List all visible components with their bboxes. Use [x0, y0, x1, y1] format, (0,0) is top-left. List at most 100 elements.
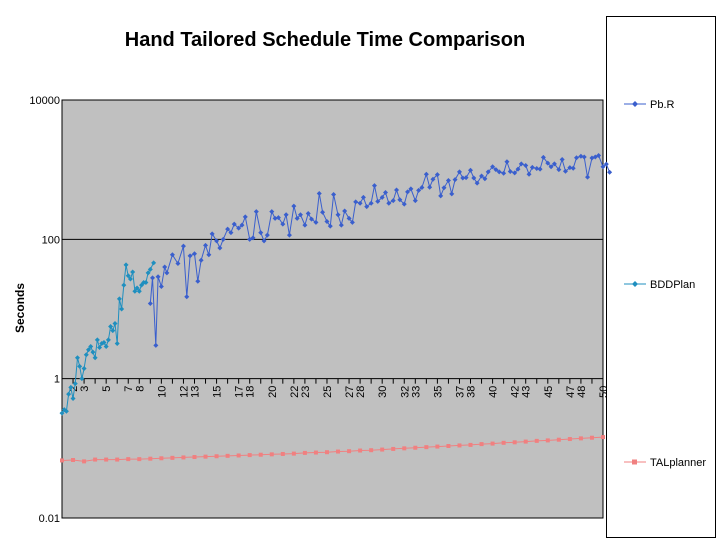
- data-point: [570, 165, 576, 171]
- data-point: [162, 264, 168, 270]
- data-point: [313, 219, 319, 225]
- data-point: [143, 280, 149, 286]
- x-tick-label: 20: [267, 386, 279, 398]
- x-tick-label: 30: [377, 386, 389, 398]
- data-point: [258, 230, 264, 236]
- data-point: [261, 238, 267, 244]
- data-point: [184, 294, 190, 300]
- data-point: [435, 444, 440, 449]
- data-point: [412, 198, 418, 204]
- data-point: [375, 198, 381, 204]
- data-point: [556, 437, 561, 442]
- data-point: [313, 450, 318, 455]
- data-point: [449, 191, 455, 197]
- data-point: [548, 164, 554, 170]
- x-tick-label: 27: [344, 386, 356, 398]
- x-tick-label: 18: [245, 386, 257, 398]
- data-point: [302, 222, 308, 228]
- data-point: [195, 278, 201, 284]
- data-point: [490, 441, 495, 446]
- data-point: [324, 450, 329, 455]
- data-point: [397, 197, 403, 203]
- data-point: [59, 410, 65, 416]
- data-point: [391, 446, 396, 451]
- data-point: [79, 376, 85, 382]
- x-tick-label: 7: [123, 386, 135, 392]
- x-tick-label: 45: [543, 386, 555, 398]
- data-point: [81, 365, 87, 371]
- data-point: [153, 342, 159, 348]
- legend-label: BDDPlan: [650, 279, 695, 291]
- data-point: [297, 212, 303, 218]
- data-point: [93, 457, 98, 462]
- x-tick-label: 48: [576, 386, 588, 398]
- data-point: [280, 451, 285, 456]
- data-point: [567, 437, 572, 442]
- data-point: [452, 177, 458, 183]
- data-point: [203, 242, 209, 248]
- data-point: [209, 231, 215, 237]
- data-point: [596, 152, 602, 158]
- data-point: [507, 169, 513, 175]
- data-point: [413, 445, 418, 450]
- data-point: [556, 167, 562, 173]
- data-point: [493, 167, 499, 173]
- data-point: [121, 282, 127, 288]
- data-point: [74, 355, 80, 361]
- data-point: [258, 452, 263, 457]
- data-point: [518, 161, 524, 167]
- data-point: [601, 435, 605, 440]
- data-point: [346, 215, 352, 221]
- y-tick-label: 100: [42, 234, 60, 246]
- data-point: [380, 447, 385, 452]
- chart-title: Hand Tailored Schedule Time Comparison: [125, 29, 525, 51]
- data-point: [97, 345, 103, 351]
- data-point: [600, 164, 606, 170]
- data-point: [155, 274, 161, 280]
- data-point: [327, 223, 333, 229]
- data-point: [181, 455, 186, 460]
- data-point: [94, 337, 100, 343]
- data-point: [236, 225, 242, 231]
- data-point: [463, 175, 469, 181]
- data-point: [335, 212, 341, 218]
- data-point: [445, 177, 451, 183]
- data-point: [316, 190, 322, 196]
- data-point: [603, 161, 609, 167]
- data-point: [158, 284, 164, 290]
- data-point: [526, 171, 532, 177]
- data-point: [349, 219, 355, 225]
- data-point: [607, 169, 613, 175]
- data-point: [247, 453, 252, 458]
- data-point: [272, 215, 278, 221]
- data-point: [353, 199, 359, 205]
- data-point: [283, 212, 289, 218]
- data-point: [286, 232, 292, 238]
- data-point: [578, 153, 584, 159]
- data-point: [482, 176, 488, 182]
- data-point: [217, 245, 223, 251]
- data-point: [559, 156, 565, 162]
- plot-area: [61, 99, 604, 519]
- data-point: [242, 214, 248, 220]
- data-point: [456, 169, 462, 175]
- data-point: [501, 170, 507, 176]
- data-point: [331, 192, 337, 198]
- data-point: [589, 435, 594, 440]
- data-point: [175, 260, 181, 266]
- data-point: [540, 154, 546, 160]
- data-point: [364, 204, 370, 210]
- data-point: [60, 458, 64, 463]
- data-point: [147, 300, 153, 306]
- data-point: [71, 458, 76, 463]
- data-point: [438, 193, 444, 199]
- data-point: [101, 340, 107, 346]
- data-point: [468, 167, 474, 173]
- data-point: [136, 288, 142, 294]
- data-point: [562, 168, 568, 174]
- legend-label: TALplanner: [650, 457, 706, 469]
- data-point: [294, 215, 300, 221]
- data-point: [338, 222, 344, 228]
- x-tick-label: 35: [432, 386, 444, 398]
